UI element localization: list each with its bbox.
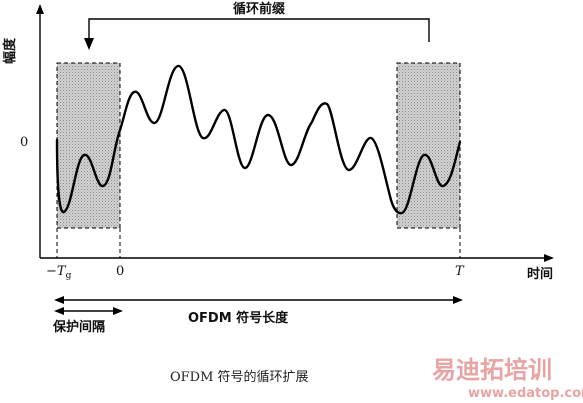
guard-interval-arrowhead-right [113,307,123,315]
ofdm-waveform [55,64,462,215]
symbol-length-arrowhead-right [453,296,463,304]
watermark-url: www.edatop.com [468,386,583,401]
figure-caption: OFDM 符号的循环扩展 [170,369,309,385]
guard-interval-label: 保护间隔 [52,319,105,335]
cyclic-prefix-label: 循环前缀 [233,1,286,17]
tick-label-T: T [455,264,465,279]
cyclic-prefix-arrowhead [84,38,94,50]
guard-interval-arrowhead-left [54,307,64,315]
watermark-text: 易迪拓培训 [432,356,552,384]
x-axis-arrow [544,254,554,262]
tick-label-neg-tg: −Tg [46,264,72,281]
x-axis-label: 时间 [527,266,553,282]
y-axis-arrow [36,4,44,14]
y-zero-label: 0 [20,135,28,150]
cyclic-prefix-bracket [88,18,430,42]
guard-shade-left [56,62,121,229]
symbol-length-arrowhead-left [54,296,64,304]
tick-label-zero: 0 [116,264,124,279]
y-axis-label: 幅度 [2,37,18,64]
symbol-length-label: OFDM 符号长度 [188,310,289,326]
